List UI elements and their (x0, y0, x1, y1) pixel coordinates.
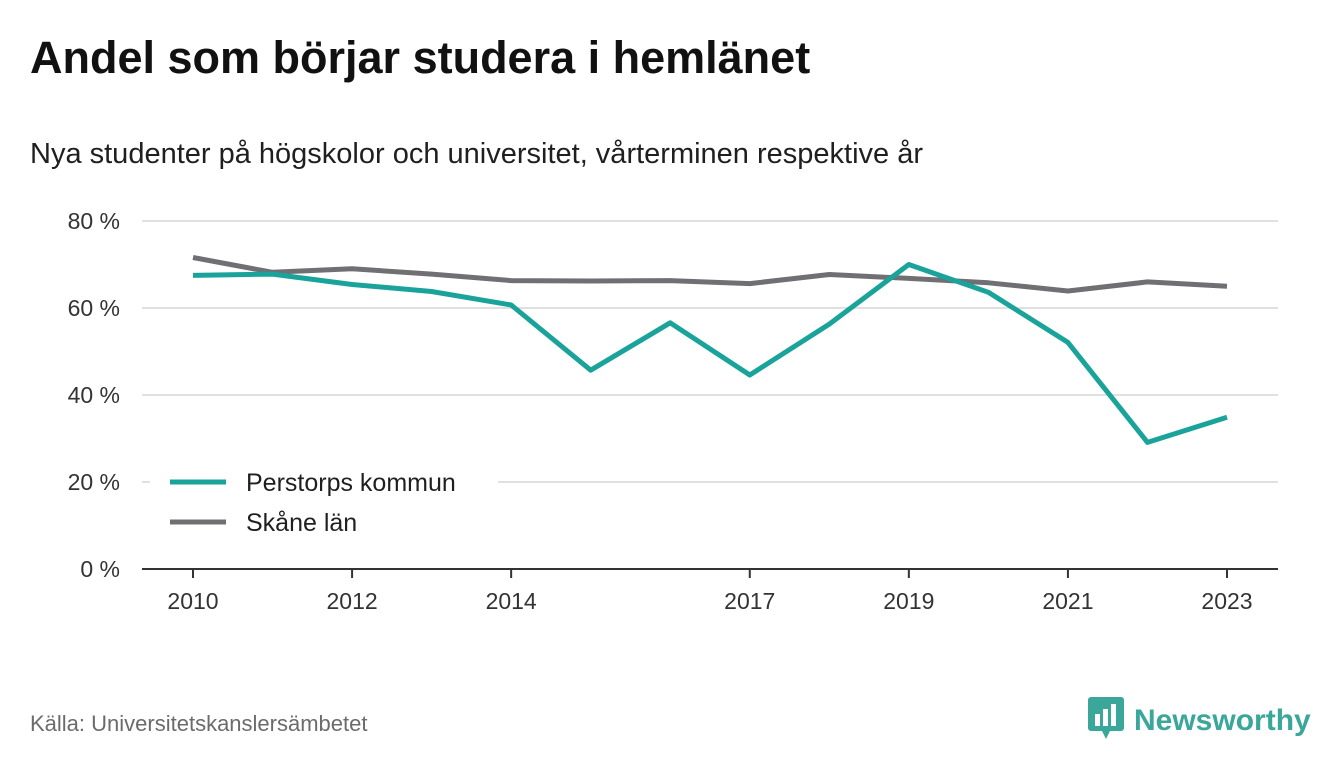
chart-subtitle: Nya studenter på högskolor och universit… (30, 138, 923, 170)
y-tick-label: 80 % (68, 208, 120, 234)
x-tick-label: 2012 (326, 588, 377, 614)
x-tick-label: 2021 (1042, 588, 1093, 614)
legend-background (150, 462, 498, 542)
brand-name: Newsworthy (1134, 703, 1311, 737)
y-tick-label: 40 % (68, 382, 120, 408)
x-tick-label: 2023 (1201, 588, 1252, 614)
chart-title: Andel som börjar studera i hemlänet (30, 32, 811, 83)
y-tick-label: 20 % (68, 469, 120, 495)
x-tick-label: 2017 (724, 588, 775, 614)
x-tick-label: 2010 (167, 588, 218, 614)
y-tick-label: 0 % (80, 556, 120, 582)
newsworthy-logo-icon (1088, 697, 1124, 744)
legend-label: Perstorps kommun (246, 469, 456, 497)
x-tick-label: 2019 (883, 588, 934, 614)
source-note: Källa: Universitetskanslersämbetet (30, 711, 368, 736)
x-tick-label: 2014 (486, 588, 537, 614)
newsworthy-brand[interactable]: Newsworthy (1088, 697, 1311, 744)
legend-label: Skåne län (246, 509, 357, 537)
y-tick-label: 60 % (68, 295, 120, 321)
series-line-skane (192, 255, 1228, 294)
series-line-perstorp (192, 262, 1228, 445)
